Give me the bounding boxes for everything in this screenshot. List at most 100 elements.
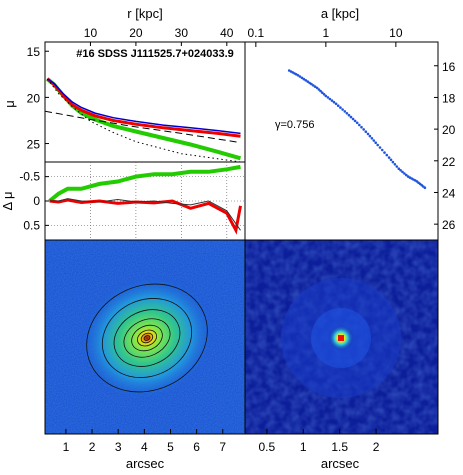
isophote-point xyxy=(341,108,344,111)
isophote-point xyxy=(315,86,319,90)
profile-title: #16 SDSS J111525.7+024033.9 xyxy=(76,48,234,60)
isophote-point xyxy=(339,106,342,109)
galaxy-image-panel: 1 2 3 4 5 6 7 arcsec xyxy=(44,239,246,471)
isophote-ytick-label: 20 xyxy=(442,123,456,137)
profile-series-1 xyxy=(46,77,241,138)
residual-ylabel: Δ μ xyxy=(0,191,15,210)
isophote-point xyxy=(385,153,389,157)
psf-xtick-label: 1.5 xyxy=(331,440,348,454)
isophote-point xyxy=(321,91,324,94)
isophote-point xyxy=(336,104,340,107)
isophote-point xyxy=(389,158,393,162)
galaxy-xtick-label: 1 xyxy=(63,440,70,454)
isophote-point xyxy=(332,100,336,104)
profile-ytick-label: 15 xyxy=(27,45,41,59)
psf-xlabel: arcsec xyxy=(321,456,360,471)
psf-xtick-label: 2 xyxy=(373,440,380,454)
isophote-point xyxy=(376,143,380,147)
residual-ytick-label: 0.5 xyxy=(23,218,40,232)
isophote-point xyxy=(351,117,355,121)
galaxy-contours xyxy=(86,283,208,393)
isophote-point xyxy=(345,112,349,115)
isophote-xtick-label: 0.1 xyxy=(248,26,265,40)
isophote-point xyxy=(326,96,330,99)
profile-ytick-label: 25 xyxy=(27,138,41,152)
galaxy-xtick-label: 6 xyxy=(193,440,200,454)
isophote-point xyxy=(372,139,376,142)
residual-ytick-label: -0.5 xyxy=(19,170,40,184)
isophote-point xyxy=(378,146,382,149)
profile-xtick-label: 10 xyxy=(84,26,98,40)
residual-series-2 xyxy=(49,198,241,231)
isophote-point xyxy=(364,130,368,133)
isophote-point xyxy=(330,99,334,102)
isophote-point xyxy=(353,119,357,123)
isophote-xtick-label: 1 xyxy=(323,26,330,40)
isophote-point xyxy=(387,156,391,159)
profile-panel: #16 SDSS J111525.7+024033.9 10 20 30 40 15 2… xyxy=(2,26,246,163)
profile-series-4 xyxy=(46,78,241,162)
isophote-point xyxy=(380,148,384,152)
galaxy-xtick-label: 7 xyxy=(219,440,226,454)
isophote-point xyxy=(347,113,351,117)
isophote-point xyxy=(358,123,361,127)
isophote-point xyxy=(302,77,306,81)
isophote-point xyxy=(393,163,397,166)
galaxy-xlabel: arcsec xyxy=(126,456,165,471)
isophote-ytick-label: 24 xyxy=(442,186,456,200)
isophote-ytick-label: 26 xyxy=(442,218,456,232)
isophote-point xyxy=(403,172,406,175)
isophote-point xyxy=(306,80,310,83)
isophote-point xyxy=(298,75,302,78)
isophote-point xyxy=(312,84,315,87)
isophote-xtick-label: 10 xyxy=(389,26,403,40)
residual-series-0 xyxy=(48,164,241,203)
galaxy-xtick-label: 2 xyxy=(89,440,96,454)
isophote-point xyxy=(322,93,326,96)
isophote-point xyxy=(304,79,308,82)
residual-ytick-label: 0 xyxy=(33,194,40,208)
isophote-panel: 0.1 1 10 16 18 20 22 24 26 γ=0.756 xyxy=(244,26,456,241)
psf-xtick-label: 0.5 xyxy=(259,440,276,454)
isophote-point xyxy=(343,110,347,113)
profile-series-2 xyxy=(46,78,241,135)
psf-image-panel: 0.5 1 1.5 2 arcsec xyxy=(244,239,439,471)
gamma-annotation: γ=0.756 xyxy=(275,119,314,131)
isophote-point xyxy=(310,82,313,86)
galaxy-xtick-label: 5 xyxy=(167,440,174,454)
isophote-point xyxy=(328,97,332,101)
isophote-ytick-label: 16 xyxy=(442,60,456,74)
residual-panel: -0.5 0 0.5 Δ μ xyxy=(0,161,246,241)
isophote-point xyxy=(366,132,370,136)
isophote-point xyxy=(317,88,321,91)
galaxy-xtick-label: 4 xyxy=(141,440,148,454)
isophote-point xyxy=(360,125,363,129)
isophote-point xyxy=(399,169,402,172)
isophote-point xyxy=(383,151,386,154)
isophote-point xyxy=(324,94,328,98)
top-axis-label-a: a [kpc] xyxy=(321,6,359,21)
profile-xtick-label: 30 xyxy=(175,26,189,40)
isophote-ytick-label: 22 xyxy=(442,155,456,169)
isophote-point xyxy=(374,141,378,144)
isophote-point xyxy=(370,137,374,140)
isophote-point xyxy=(423,186,427,189)
isophote-point xyxy=(401,170,404,174)
isophote-point xyxy=(349,115,353,119)
top-axis-label-r: r [kpc] xyxy=(127,6,162,21)
isophote-point xyxy=(296,74,300,77)
isophote-point xyxy=(334,102,338,106)
isophote-point xyxy=(300,76,304,80)
isophote-point xyxy=(405,173,408,177)
profile-series-3 xyxy=(45,110,241,144)
isophote-point xyxy=(362,128,366,131)
psf-xtick-label: 1 xyxy=(300,440,307,454)
isophote-point xyxy=(313,85,317,88)
galaxy-xtick-label: 3 xyxy=(115,440,122,454)
isophote-point xyxy=(397,167,401,170)
profile-ytick-label: 20 xyxy=(27,91,41,105)
profile-xtick-label: 20 xyxy=(129,26,143,40)
residual-series-1 xyxy=(49,198,242,235)
isophote-point xyxy=(395,165,399,168)
